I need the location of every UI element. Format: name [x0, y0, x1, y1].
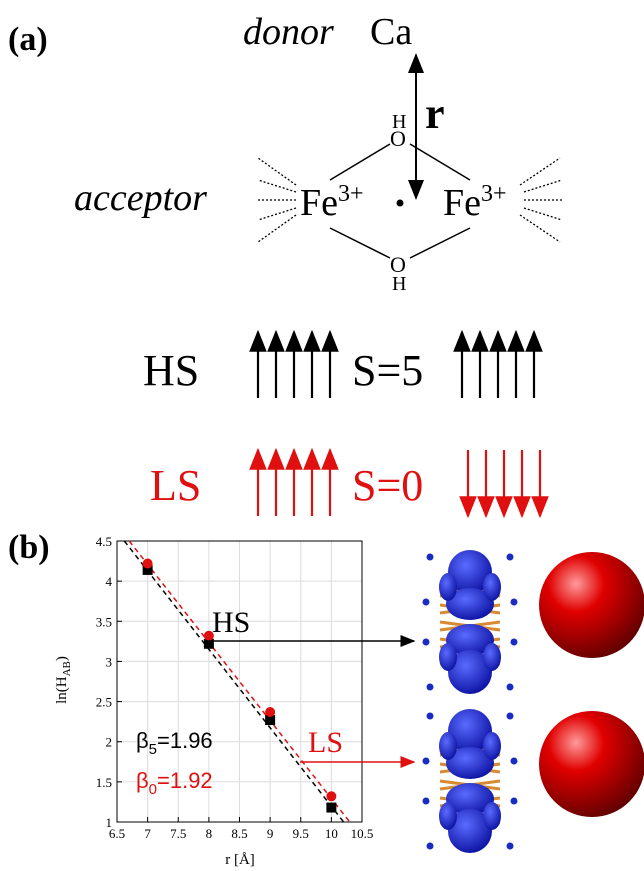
y-tick-label: 2.5 [96, 695, 112, 710]
y-tick-label: 1.5 [96, 775, 112, 790]
orbital-lobe [439, 732, 457, 760]
data-point [326, 803, 336, 813]
fe-atom: Fe3+ [300, 181, 364, 224]
orbital-lobe [439, 643, 457, 671]
atom [507, 843, 514, 850]
atom [423, 639, 430, 646]
atom [427, 843, 434, 850]
spin-label: S=0 [352, 461, 423, 510]
donor-atom: Ca [370, 11, 412, 53]
acceptor-label: acceptor [74, 177, 207, 219]
x-tick-label: 8 [206, 826, 213, 841]
orbital-lobe [439, 802, 457, 830]
data-point [265, 707, 275, 717]
atom [511, 639, 518, 646]
state-label: LS [150, 461, 201, 510]
x-tick-label: 8.5 [231, 826, 247, 841]
x-tick-label: 7.5 [170, 826, 186, 841]
center-dot [397, 200, 404, 207]
atom [507, 684, 514, 691]
atom [511, 758, 518, 765]
atom [511, 599, 518, 606]
data-point [143, 558, 153, 568]
data-point [326, 791, 336, 801]
y-tick-label: 3 [106, 654, 113, 669]
donor-sphere [539, 711, 644, 817]
y-tick-label: 4 [106, 574, 113, 589]
atom [423, 758, 430, 765]
state-label: HS [143, 346, 199, 395]
ls-annotation: LS [308, 726, 343, 759]
beta-symbol: β [136, 768, 149, 793]
x-tick-label: 9.5 [293, 826, 309, 841]
orbital-lobe [439, 573, 457, 601]
atom [507, 713, 514, 720]
y-tick-label: 2 [106, 735, 113, 750]
atom-label: O [390, 126, 406, 151]
panel-label: (b) [8, 529, 50, 566]
donor-sphere [539, 552, 644, 658]
atom [423, 798, 430, 805]
spin-label: S=5 [352, 346, 423, 395]
orbital-lobe [483, 643, 501, 671]
donor-label: donor [243, 11, 334, 53]
fe-atom: Fe3+ [443, 181, 507, 224]
figure: (a) donor Ca r H O O H acceptor Fe3+ Fe3… [0, 0, 644, 871]
atom [427, 554, 434, 561]
beta-value: =1.96 [157, 728, 213, 753]
beta-sub: 5 [149, 741, 157, 758]
hs-annotation: HS [212, 606, 250, 639]
x-tick-label: 7 [144, 826, 151, 841]
y-tick-label: 1 [106, 815, 113, 830]
beta-symbol: β [136, 728, 149, 753]
atom [427, 713, 434, 720]
atom-label: H [392, 273, 406, 295]
x-tick-label: 10 [325, 826, 338, 841]
y-axis-label: ln(HAB) [54, 656, 73, 704]
y-tick-label: 4.5 [96, 534, 112, 549]
x-tick-label: 9 [267, 826, 274, 841]
atom [507, 554, 514, 561]
x-axis-label: r [Å] [225, 852, 255, 868]
x-tick-label: 10.5 [351, 826, 374, 841]
orbital-lobe [483, 802, 501, 830]
y-tick-label: 3.5 [96, 614, 112, 629]
orbital-lobe [483, 573, 501, 601]
distance-label: r [425, 89, 445, 138]
orbital-lobe [483, 732, 501, 760]
panel-label: (a) [8, 21, 48, 58]
atom [423, 599, 430, 606]
atom [511, 798, 518, 805]
atom [427, 684, 434, 691]
molecule-images [423, 550, 518, 853]
beta-value: =1.92 [157, 768, 213, 793]
beta-sub: 0 [149, 781, 157, 798]
